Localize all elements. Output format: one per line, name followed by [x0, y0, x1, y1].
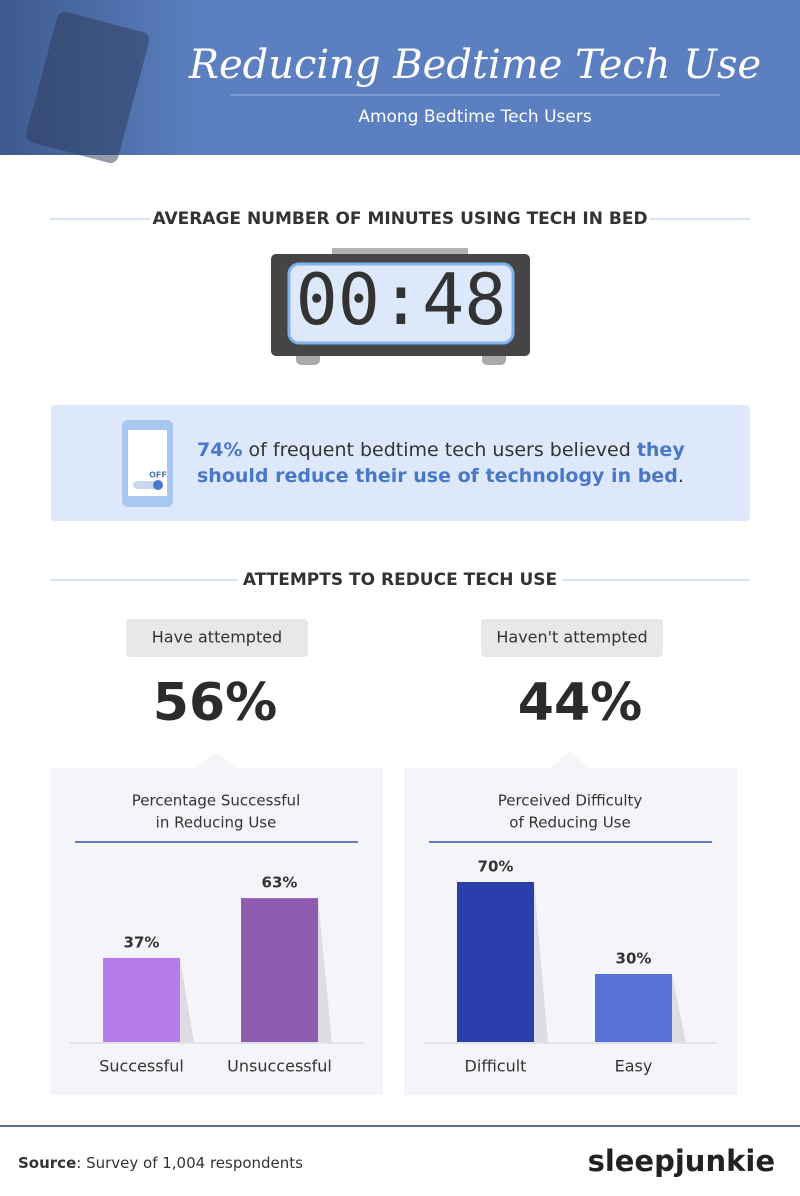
section-heading: ATTEMPTS TO REDUCE TECH USE [243, 570, 557, 590]
category-label: Successful [99, 1057, 184, 1076]
chart-title: of Reducing Use [509, 814, 630, 832]
bar-shadow [180, 957, 194, 1043]
bar-shadow [318, 898, 332, 1043]
chart-title: Percentage Successful [132, 792, 301, 810]
chart-title: Perceived Difficulty [498, 792, 643, 810]
callout-text: of frequent bedtime tech users believed [242, 439, 636, 461]
pill [481, 619, 663, 657]
bar [457, 882, 534, 1043]
value-label: 63% [262, 874, 298, 892]
callout-line: should reduce their use of technology in… [197, 465, 684, 487]
pill [126, 619, 308, 657]
callout-box [51, 405, 750, 521]
value-label: 37% [124, 933, 160, 951]
section-heading: AVERAGE NUMBER OF MINUTES USING TECH IN … [152, 209, 647, 229]
value-label: 70% [478, 858, 514, 876]
toggle-knob [153, 480, 163, 490]
brand: sleepjunkie [588, 1144, 775, 1178]
source: Source: Survey of 1,004 respondents [18, 1154, 303, 1172]
bar [595, 974, 672, 1043]
clock-screen [287, 262, 515, 345]
value-label: 30% [616, 950, 652, 968]
clock-display: 00:48 [296, 259, 507, 341]
clock-top [332, 248, 468, 256]
callout-text: 74% [197, 439, 242, 461]
bar-shadow [672, 974, 686, 1043]
chart-title: in Reducing Use [156, 814, 277, 832]
group-value: 44% [518, 673, 642, 733]
source-text: : Survey of 1,004 respondents [76, 1154, 303, 1172]
bar [103, 957, 180, 1043]
subtitle: Among Bedtime Tech Users [358, 107, 592, 127]
callout-text: they [637, 439, 685, 461]
bar [241, 898, 318, 1043]
category-label: Difficult [465, 1057, 527, 1076]
ereader-image [26, 11, 150, 164]
callout-text: should reduce their use of technology in… [197, 465, 678, 487]
category-label: Unsuccessful [227, 1057, 332, 1076]
category-label: Easy [615, 1057, 653, 1076]
source-label: Source [18, 1154, 76, 1172]
callout-line: 74% of frequent bedtime tech users belie… [197, 439, 685, 461]
toggle-label: OFF [149, 471, 167, 480]
title: Reducing Bedtime Tech Use [188, 42, 761, 88]
group-label: Haven't attempted [496, 628, 647, 647]
group-value: 56% [153, 673, 277, 733]
panel-notch [550, 752, 590, 768]
panel-notch [196, 752, 236, 768]
callout-text: . [678, 465, 684, 487]
bar-shadow [534, 882, 548, 1043]
group-label: Have attempted [152, 628, 282, 647]
